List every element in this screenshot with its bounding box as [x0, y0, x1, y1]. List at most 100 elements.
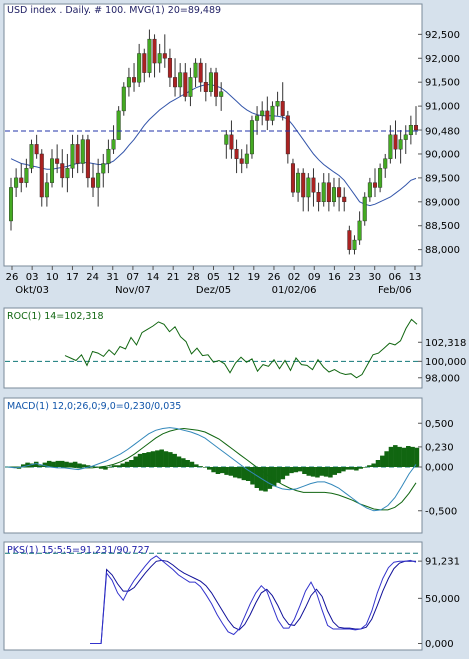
macd-histogram-bar: [371, 463, 376, 467]
macd-histogram-bar: [254, 467, 260, 488]
macd-histogram-bar: [328, 467, 333, 478]
price-y-tick-label: 88,000: [425, 245, 460, 256]
pks-y-axis: 91,231 50,000 0,000: [418, 557, 460, 650]
macd-histogram-bar: [410, 446, 415, 467]
candle-up: [116, 110, 121, 140]
macd-histogram-bar: [168, 452, 173, 467]
macd-histogram-bar: [228, 467, 234, 476]
macd-histogram-bar: [289, 467, 294, 474]
candle-up: [80, 139, 85, 164]
x-tick-label: 26: [268, 272, 281, 283]
macd-histogram-bar: [163, 451, 169, 467]
pks-k-line: [90, 555, 417, 644]
x-tick-label: 13: [409, 272, 422, 283]
candle-down: [265, 110, 270, 121]
macd-histogram-bar: [362, 467, 368, 468]
candle-up: [357, 220, 362, 241]
candle-up: [65, 168, 70, 179]
candle-down: [85, 139, 90, 179]
candle-up: [296, 172, 301, 193]
macd-histogram-bar: [267, 467, 273, 489]
macd-histogram-bar: [323, 467, 329, 477]
x-tick-label: 23: [348, 272, 361, 283]
macd-histogram-bar: [64, 461, 69, 467]
candle-down: [91, 177, 96, 188]
roc-y-axis: 102,318 100,000 98,000: [418, 338, 466, 384]
macd-histogram-bar: [150, 451, 156, 467]
macd-histogram-bar: [245, 467, 251, 481]
macd-histogram-bar: [354, 467, 359, 471]
candle-up: [219, 91, 224, 97]
x-tick-label: 21: [167, 272, 180, 283]
macd-histogram-bar: [393, 445, 398, 467]
macd-histogram-bar: [85, 465, 91, 467]
macd-histogram-bar: [276, 467, 281, 483]
x-tick-label: 10: [46, 272, 59, 283]
candle-up: [101, 163, 106, 174]
macd-histogram-bar: [315, 467, 320, 478]
macd-histogram-bar: [306, 467, 312, 476]
date-x-axis: 26 03 10 17 24 31 07 14 21 28 05 12 19 26 02 09 16 23 30 06…: [6, 266, 422, 296]
candle-up: [398, 139, 403, 150]
macd-histogram-bar: [207, 467, 212, 470]
macd-histogram-bar: [142, 453, 147, 467]
macd-histogram-bar: [20, 464, 26, 467]
macd-histogram-bar: [81, 464, 87, 467]
macd-histogram-bar: [155, 450, 160, 467]
macd-histogram-bar: [146, 452, 151, 467]
macd-histogram-bar: [332, 467, 337, 475]
candle-up: [249, 120, 254, 155]
pks-y-tick-label: 50,000: [425, 594, 460, 605]
macd-histogram-bar: [29, 463, 35, 467]
candle-up: [126, 77, 131, 88]
macd-histogram-bar: [263, 467, 268, 492]
candle-down: [229, 134, 234, 150]
macd-panel-title: MACD(1) 12,0;26,0;9,0=0,230/0,035: [7, 401, 181, 412]
macd-histogram-bar: [133, 456, 138, 467]
macd-histogram-bar: [176, 456, 182, 467]
candle-down: [132, 77, 137, 83]
candle-down: [234, 148, 239, 159]
candle-down: [316, 192, 321, 203]
candle-up: [70, 144, 75, 169]
macd-histogram-bar: [297, 467, 303, 472]
macd-panel: MACD(1) 12,0;26,0;9,0=0,230/0,035 0,5000…: [3, 397, 457, 534]
pks-panel: PKS(1) 15;5;5=91,231/90,727 91,231 50,000…: [3, 541, 460, 651]
macd-lines: [7, 427, 417, 512]
macd-histogram-bar: [202, 467, 208, 468]
candle-down: [162, 53, 167, 59]
candle-up: [270, 105, 275, 121]
candle-up: [96, 172, 101, 188]
candle-down: [75, 144, 80, 164]
candle-down: [167, 58, 172, 78]
candle-up: [388, 134, 393, 159]
roc-y-tick-label: 98,000: [425, 373, 460, 384]
macd-histogram-bar: [51, 461, 56, 467]
price-y-tick-label: 92,500: [425, 30, 460, 41]
roc-panel-title: ROC(1) 14=102,318: [7, 311, 104, 322]
candle-up: [331, 187, 336, 203]
pks-lines: [90, 555, 417, 644]
macd-histogram-bar: [388, 446, 394, 467]
candle-up: [321, 182, 326, 203]
candle-up: [137, 53, 142, 83]
candle-down: [372, 182, 377, 188]
macd-histogram-bar: [42, 462, 48, 467]
candle-down: [55, 158, 60, 164]
x-month-label: Nov/07: [115, 285, 151, 296]
candle-up: [255, 115, 260, 121]
macd-histogram-bar: [59, 460, 65, 467]
macd-histogram-bar: [68, 462, 74, 467]
candle-up: [408, 125, 413, 136]
candle-up: [208, 72, 213, 92]
candle-down: [347, 230, 352, 250]
candle-up: [14, 177, 19, 188]
macd-histogram-bar: [336, 467, 342, 474]
roc-panel: ROC(1) 14=102,318 102,318 100,000 98,000: [3, 307, 466, 389]
candle-down: [34, 144, 39, 155]
macd-histogram-bar: [185, 460, 190, 467]
macd-histogram-bar: [345, 467, 350, 470]
macd-histogram-bar: [194, 464, 199, 467]
macd-histogram-bar: [319, 467, 325, 476]
